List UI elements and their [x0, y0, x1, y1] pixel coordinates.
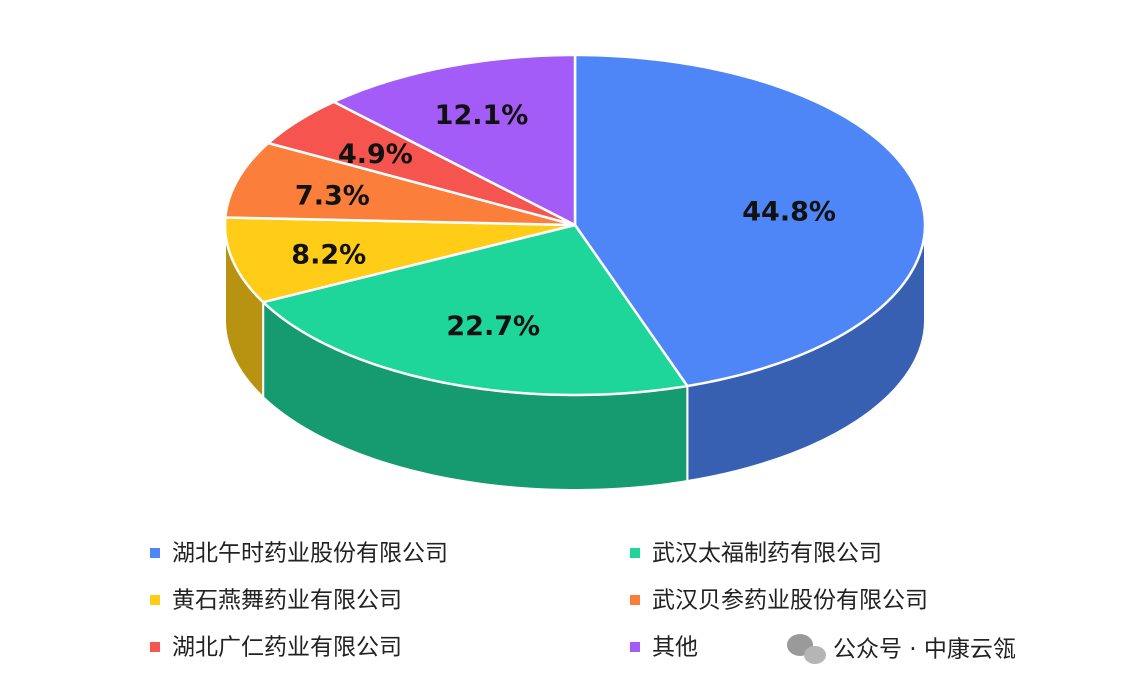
value-label: 12.1%: [435, 100, 529, 131]
legend-swatch: [630, 548, 640, 558]
value-label: 8.2%: [291, 239, 366, 270]
value-label: 22.7%: [446, 311, 540, 342]
legend-swatch: [150, 595, 160, 605]
value-label: 4.9%: [338, 139, 413, 170]
legend-swatch: [630, 642, 640, 652]
pie-slice: [223, 216, 576, 304]
pie-slice: [573, 53, 927, 388]
legend-label: 黄石燕舞药业有限公司: [172, 588, 402, 614]
value-label: 44.8%: [742, 196, 836, 227]
legend-swatch: [150, 642, 160, 652]
legend-label: 湖北午时药业股份有限公司: [172, 541, 448, 567]
legend-label: 武汉太福制药有限公司: [652, 541, 882, 567]
watermark: 公众号 · 中康云瓴: [833, 637, 1016, 663]
pie-slice: [260, 223, 690, 397]
value-label: 7.3%: [295, 180, 370, 211]
legend-label: 湖北广仁药业有限公司: [172, 635, 402, 661]
pie-slice: [223, 141, 576, 227]
legend-label: 武汉贝参药业股份有限公司: [652, 588, 928, 614]
wechat-icon: [787, 634, 826, 664]
legend-swatch: [150, 548, 160, 558]
pie-slice: [265, 100, 576, 227]
legend-label: 其他: [652, 635, 698, 661]
pie-slice: [330, 53, 577, 228]
legend-swatch: [630, 595, 640, 605]
